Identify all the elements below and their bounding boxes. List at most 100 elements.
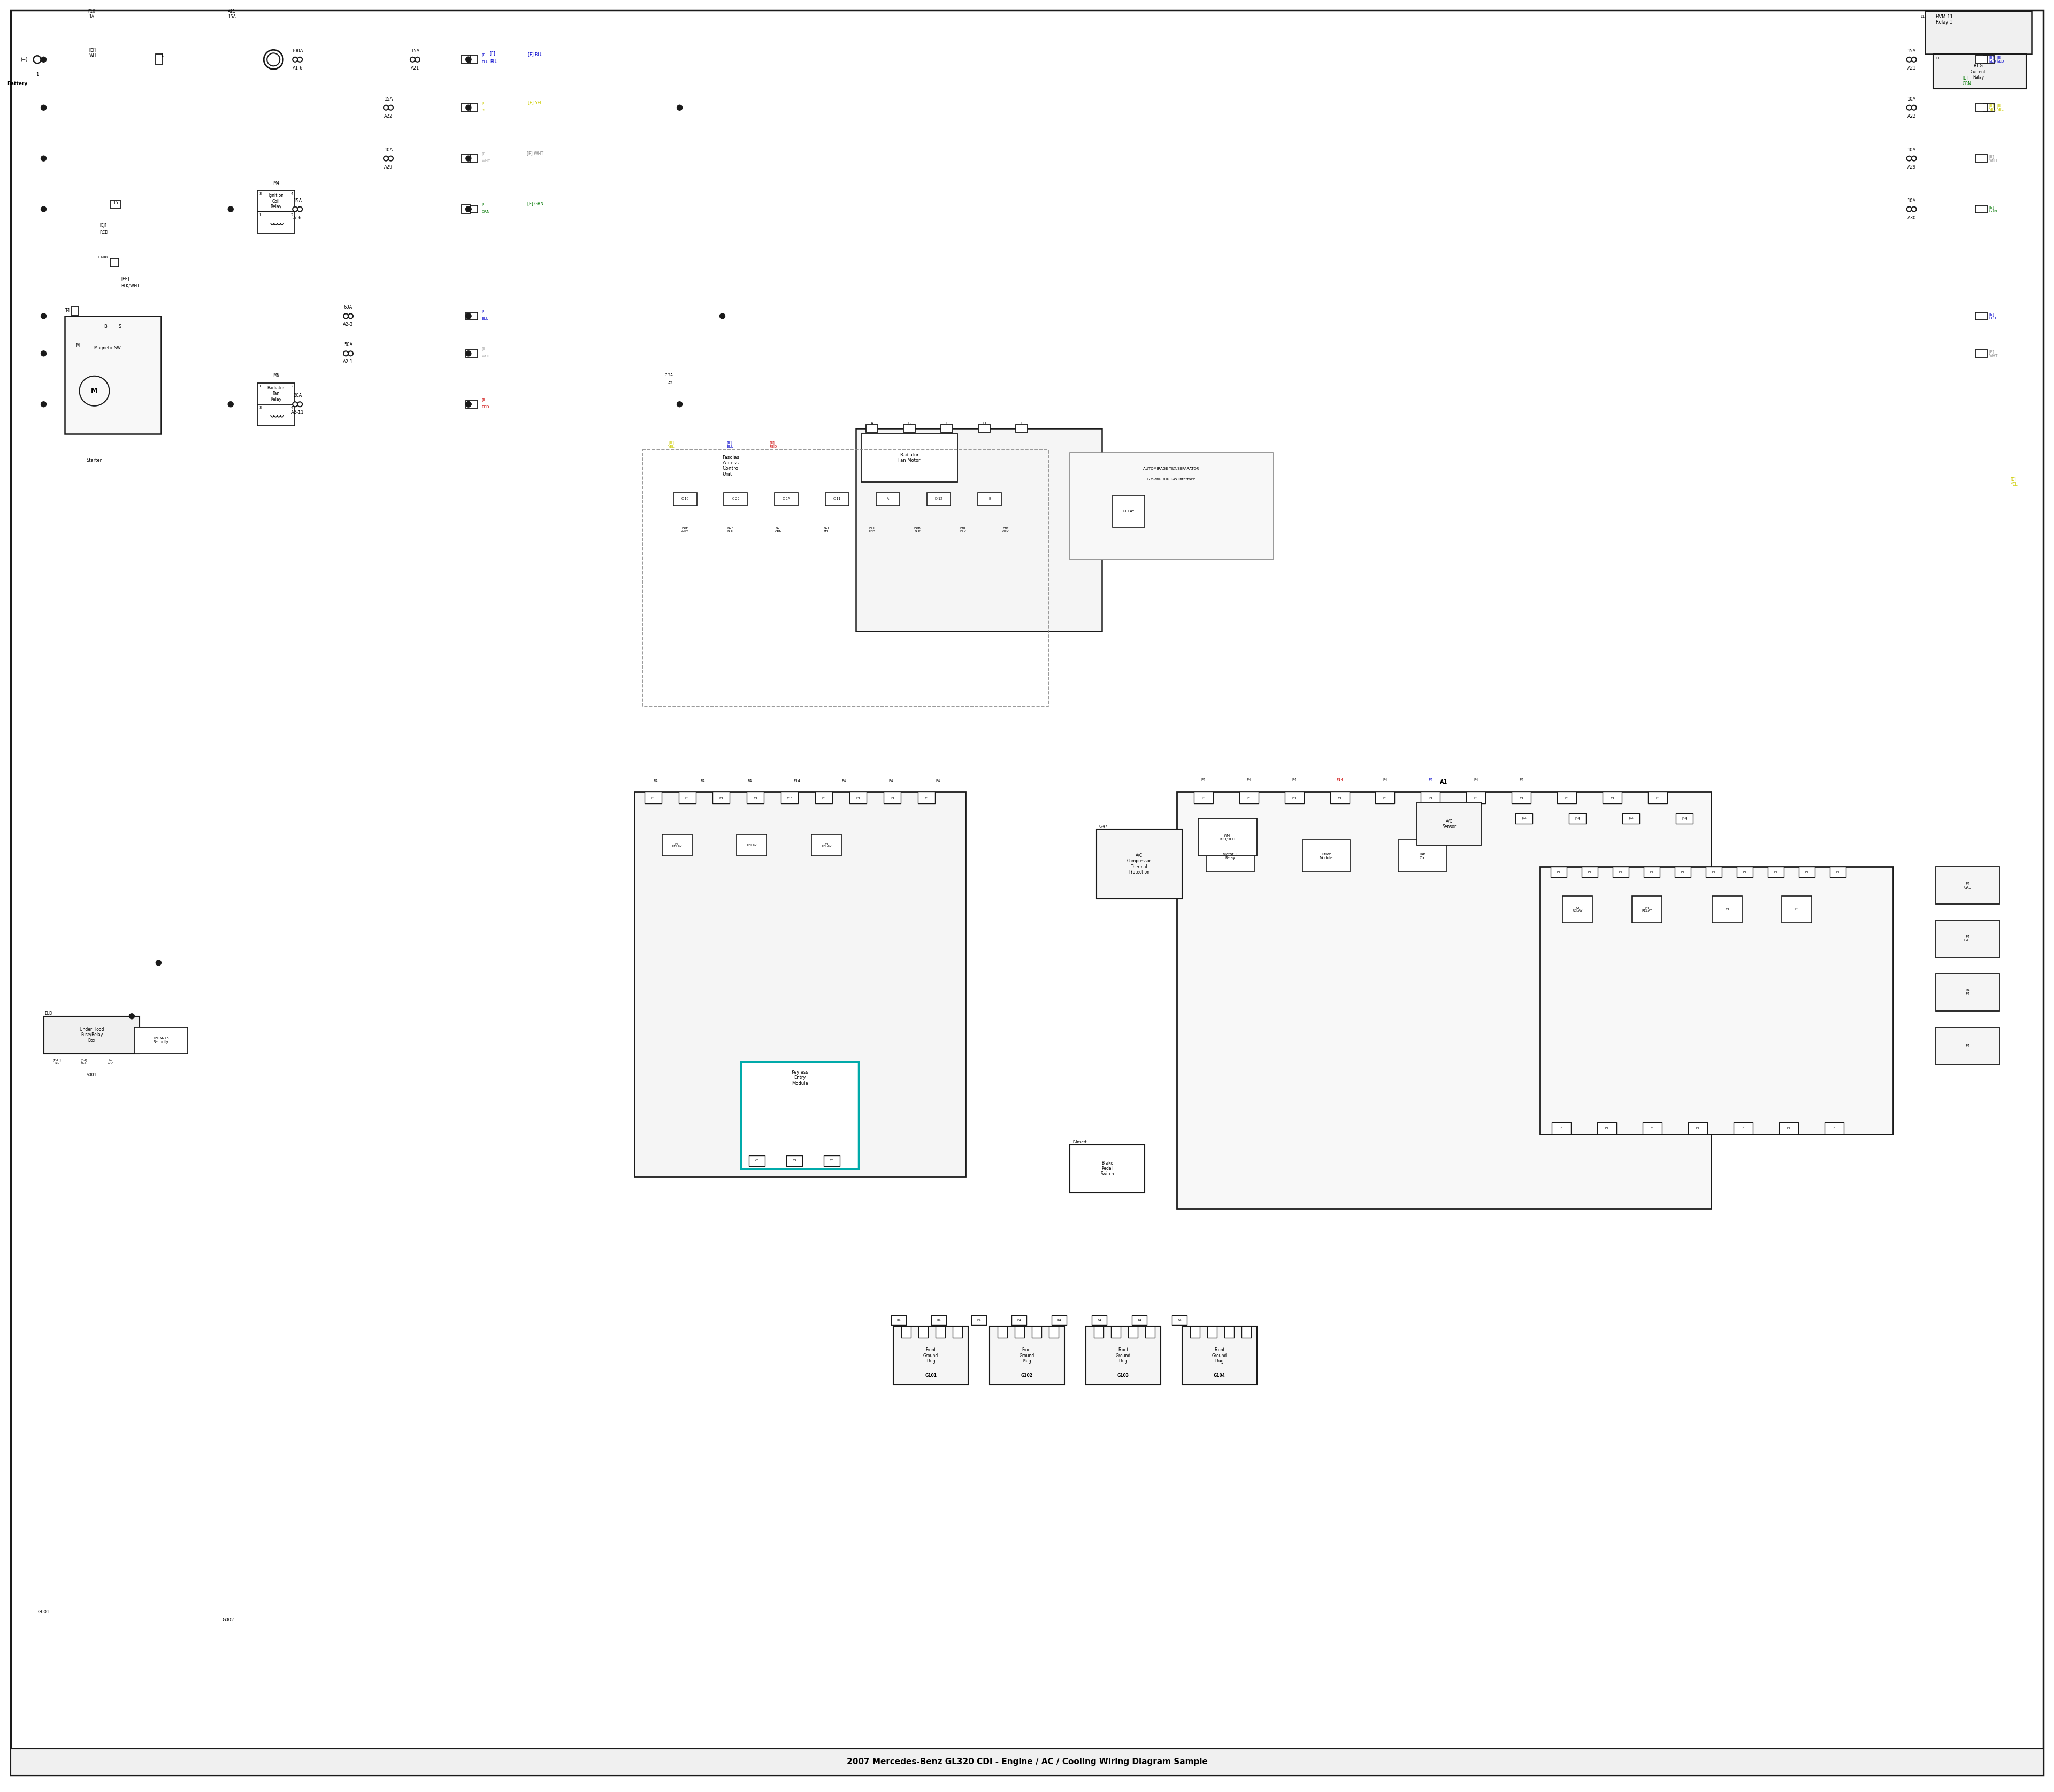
Bar [1569,814,1586,824]
Text: A29: A29 [1908,165,1916,170]
Bar [1633,896,1662,923]
Text: A21
15A: A21 15A [228,9,236,20]
Text: 10A: 10A [384,147,392,152]
Bar [1177,792,1711,1208]
Text: RED: RED [483,405,489,409]
Text: 10A: 10A [1908,147,1916,152]
Bar [1284,792,1304,803]
Text: A21: A21 [411,66,419,70]
Text: 10A: 10A [1908,199,1916,202]
Bar [1976,312,1986,319]
Bar [645,792,661,803]
Circle shape [228,401,234,407]
Circle shape [466,206,470,211]
Bar [1224,1326,1234,1339]
Text: B        S: B S [105,324,121,330]
Text: F4: F4 [1651,1127,1653,1129]
Bar [1302,840,1349,873]
Bar [1070,452,1273,559]
Text: F4: F4 [1619,871,1623,873]
Bar [1779,1122,1797,1134]
Text: F4: F4 [1017,1319,1021,1322]
Bar [1705,867,1721,878]
Circle shape [343,314,349,319]
Text: F4F: F4F [787,796,793,799]
Bar [466,206,479,213]
Bar [1516,814,1532,824]
Bar [893,1326,967,1385]
Text: F14: F14 [1337,778,1343,781]
Circle shape [1906,57,1912,63]
Text: A/C
Sensor: A/C Sensor [1442,819,1456,830]
Text: P4: P4 [889,780,893,783]
Text: A29: A29 [384,165,392,170]
Circle shape [678,401,682,407]
Bar [1173,1315,1187,1326]
Text: C408: C408 [99,256,107,258]
Text: [E]
GRN: [E] GRN [1988,206,1996,213]
Text: BLU: BLU [483,317,489,321]
Bar [1551,867,1567,878]
Text: Fan
Ctrl: Fan Ctrl [1419,853,1425,860]
Text: F4: F4 [1177,1319,1181,1322]
Bar [826,493,848,505]
Text: L1: L1 [1935,57,1941,61]
Text: [EJ]: [EJ] [101,222,107,228]
Text: F2
RELAY: F2 RELAY [1571,907,1584,912]
Text: AUTOMIRAGE TILT/SEPARATOR: AUTOMIRAGE TILT/SEPARATOR [1144,466,1200,470]
Text: GM-MIRROR GW Interface: GM-MIRROR GW Interface [1148,477,1195,480]
Circle shape [41,401,47,407]
Bar [462,154,470,163]
Circle shape [466,314,470,319]
Text: G103: G103 [1117,1373,1130,1378]
Text: P4: P4 [1058,1319,1062,1322]
Bar [1193,792,1214,803]
Circle shape [415,57,419,63]
Text: P4: P4 [1656,796,1660,799]
Bar [926,493,951,505]
Text: A1: A1 [1440,780,1448,785]
Text: [E: [E [483,100,485,104]
Text: 3: 3 [259,405,261,409]
Text: E: E [1021,421,1023,425]
Circle shape [41,106,47,111]
Text: Radiator
Fan
Relay: Radiator Fan Relay [267,385,286,401]
Bar [1623,814,1639,824]
Text: P4
F4: P4 F4 [1966,989,1970,996]
Text: P4: P4 [1680,871,1684,873]
Bar [1830,867,1847,878]
Bar [918,792,935,803]
Bar [1799,867,1816,878]
Text: P4: P4 [1557,871,1561,873]
Text: 60A: 60A [343,305,353,310]
Text: A5: A5 [668,382,674,385]
Text: P4: P4 [1604,1127,1608,1129]
Text: F14: F14 [793,780,801,783]
Bar [815,792,832,803]
Text: F4: F4 [1097,1319,1101,1322]
Bar [678,792,696,803]
Bar [1647,792,1668,803]
Circle shape [466,106,470,111]
Bar [1087,1326,1161,1385]
Bar [1676,814,1692,824]
Circle shape [298,401,302,407]
Bar [1015,1326,1025,1339]
Text: HVM-11
Relay 1: HVM-11 Relay 1 [1935,14,1953,25]
Text: A22: A22 [384,113,392,118]
Bar [466,401,479,409]
Bar [66,315,160,434]
Text: WHT: WHT [483,355,491,358]
Text: T1: T1 [158,52,164,57]
Bar [1421,792,1440,803]
Text: P4: P4 [1588,871,1592,873]
Text: Under Hood
Fuse/Relay
Box: Under Hood Fuse/Relay Box [80,1027,105,1043]
Text: 1: 1 [259,385,261,387]
Bar [462,56,470,65]
Bar [904,425,916,432]
Circle shape [298,57,302,63]
Text: F4: F4 [1697,1127,1699,1129]
Text: C2: C2 [793,1159,797,1161]
Circle shape [129,1014,134,1020]
Bar [1674,867,1690,878]
